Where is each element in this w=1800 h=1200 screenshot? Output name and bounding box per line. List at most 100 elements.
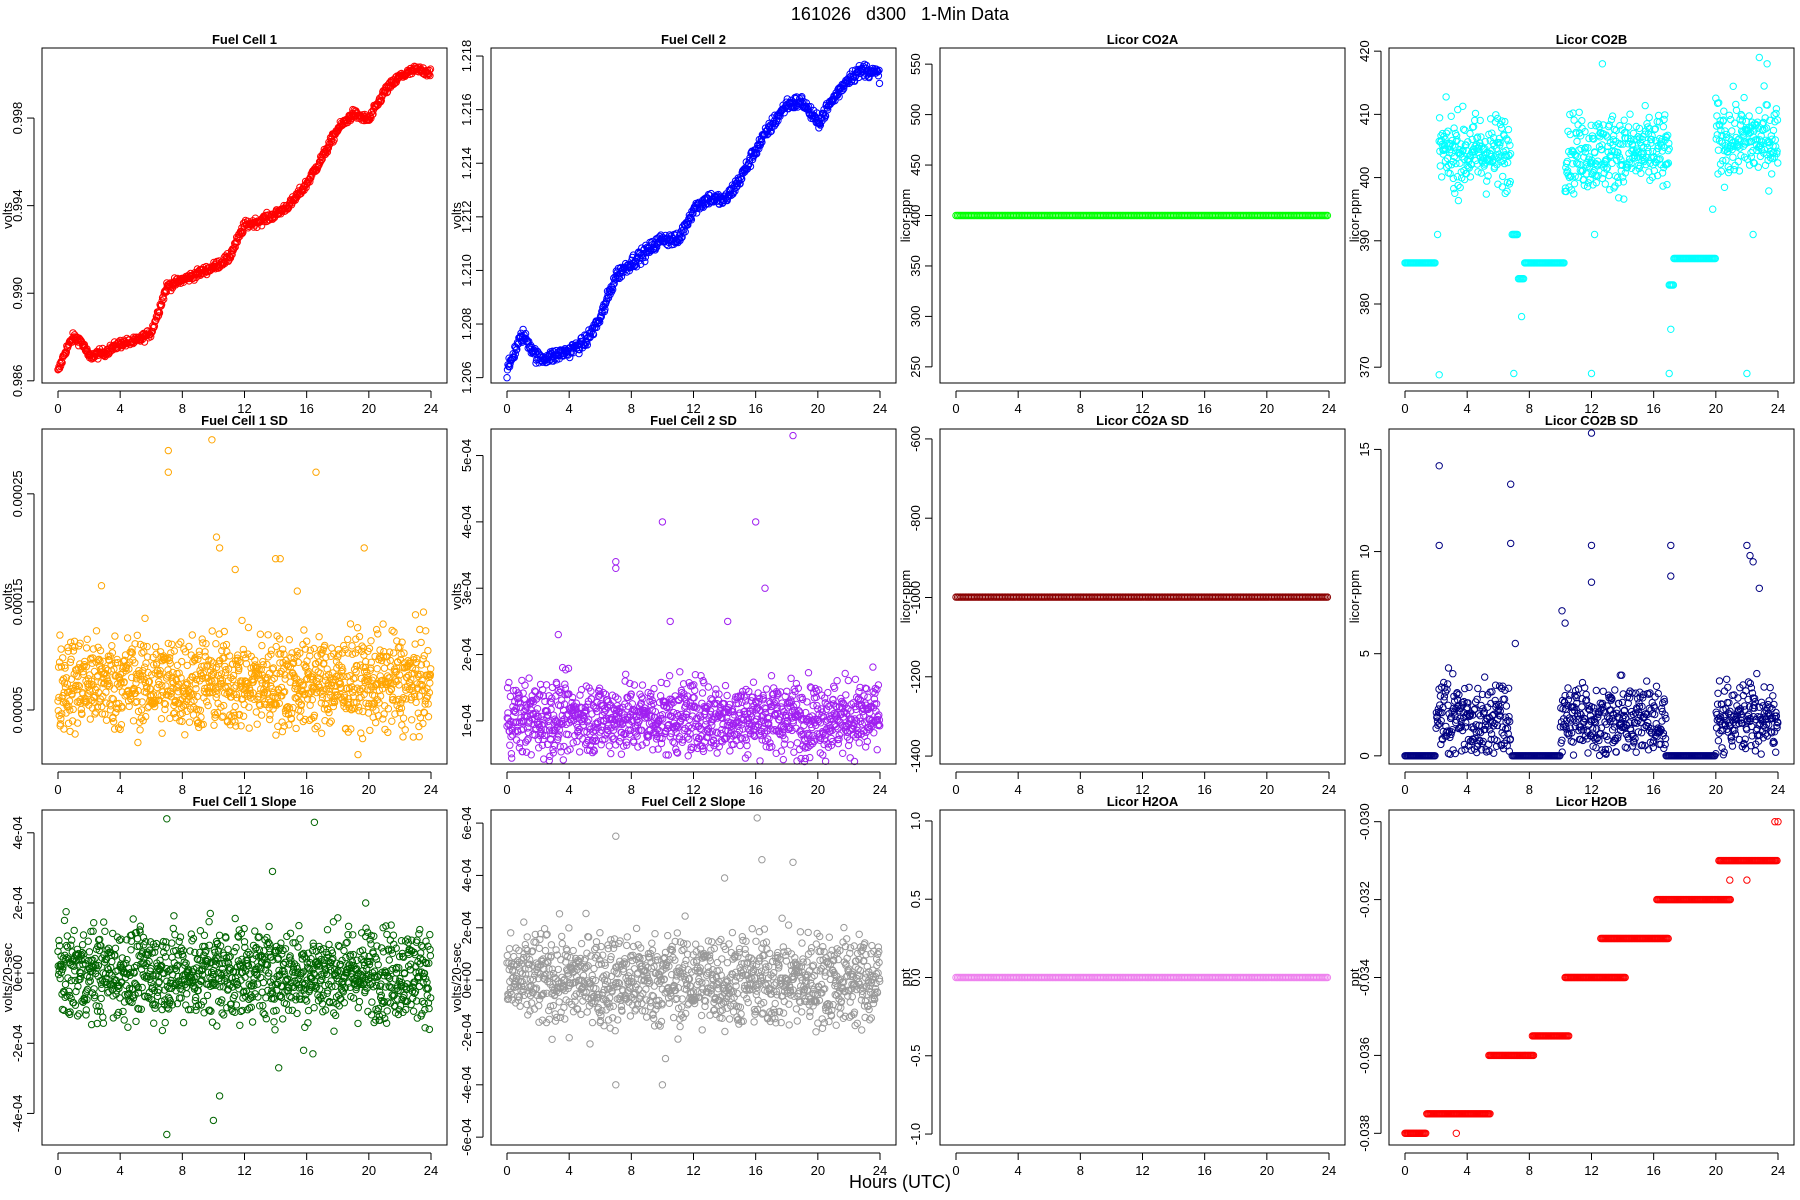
data-point [724,617,732,626]
y-tick-label: 400 [908,205,923,227]
y-tick-label: 0.00015 [10,578,25,625]
x-tick-label: 20 [362,782,376,797]
data-point [1763,60,1771,68]
data-point [373,665,381,673]
data-point [108,642,116,650]
data-point [253,720,261,728]
y-tick-label: 0.990 [10,277,25,310]
x-tick-label: 0 [952,401,959,416]
data-point [417,638,425,647]
data-point [777,747,786,755]
data-point [419,608,428,616]
data-point [833,677,841,685]
data-point [212,640,220,648]
data-point [1504,125,1513,134]
x-tick-label: 4 [1464,401,1471,416]
data-point [399,714,408,722]
data-point [158,297,166,305]
data-point [348,642,356,650]
data-point [786,741,795,749]
x-tick-label: 0 [54,401,61,416]
data-point [276,555,284,563]
x-tick-label: 24 [1771,401,1785,416]
data-point [133,631,142,639]
data-point [560,742,568,751]
data-point [1765,187,1773,195]
y-tick-label: 410 [1357,104,1372,126]
data-point [761,584,769,592]
data-point [188,631,197,639]
data-points [54,436,435,759]
data-point [424,646,432,655]
data-point [1755,106,1763,115]
x-tick-label: 16 [1646,401,1660,416]
y-tick-label: 390 [1357,230,1372,252]
data-point [1436,162,1445,170]
x-tick-label: 8 [179,782,186,797]
data-point [1471,109,1480,118]
data-point [1743,369,1751,378]
data-point [412,698,420,706]
data-point [56,631,64,639]
data-point [698,689,707,697]
data-point [806,753,814,762]
data-point [220,627,229,636]
y-tick-label: 0.00005 [10,686,25,733]
data-point [86,715,95,723]
data-point [859,711,868,720]
data-point [143,642,151,651]
data-point [358,734,367,743]
data-point [1659,182,1667,190]
data-point [824,688,832,697]
data-point [1449,174,1458,183]
y-tick-label: 1.214 [459,147,474,180]
data-point [82,644,91,652]
data-point [1641,101,1649,110]
data-point [1626,110,1634,118]
data-point [569,739,577,747]
data-point [312,468,320,476]
data-point [1774,159,1782,167]
data-point [239,712,248,720]
data-point [726,747,734,755]
data-point [1732,100,1740,109]
data-point [1729,82,1737,91]
data-point [142,659,150,667]
data-point [749,678,758,686]
y-tick-label: 400 [1357,167,1372,189]
data-point [308,696,316,704]
data-point [367,637,375,645]
data-point [1663,180,1671,189]
data-point [1587,369,1596,378]
y-tick-label: 550 [908,53,923,75]
x-tick-label: 20 [1260,401,1274,416]
data-point [704,683,713,691]
data-point [1611,172,1620,180]
data-point [388,717,396,725]
data-point [1667,325,1675,333]
data-point [721,681,730,690]
y-tick-label: 1.210 [459,254,474,287]
data-point [622,670,630,678]
data-point [1659,123,1668,131]
data-point [1745,112,1753,120]
x-tick-label: 24 [424,782,438,797]
x-tick-label: 8 [1077,401,1084,416]
x-tick-label: 16 [299,401,313,416]
data-point [102,716,111,724]
data-point [1760,82,1768,90]
data-point [244,623,253,632]
x-tick-label: 20 [1709,401,1723,416]
x-tick-label: 4 [566,401,573,416]
data-point [809,701,817,710]
data-point [1728,127,1736,135]
y-tick-label: 370 [1357,356,1372,378]
y-tick-label: 350 [908,255,923,277]
data-point [258,641,266,650]
data-point [756,757,764,765]
data-point [684,752,692,760]
